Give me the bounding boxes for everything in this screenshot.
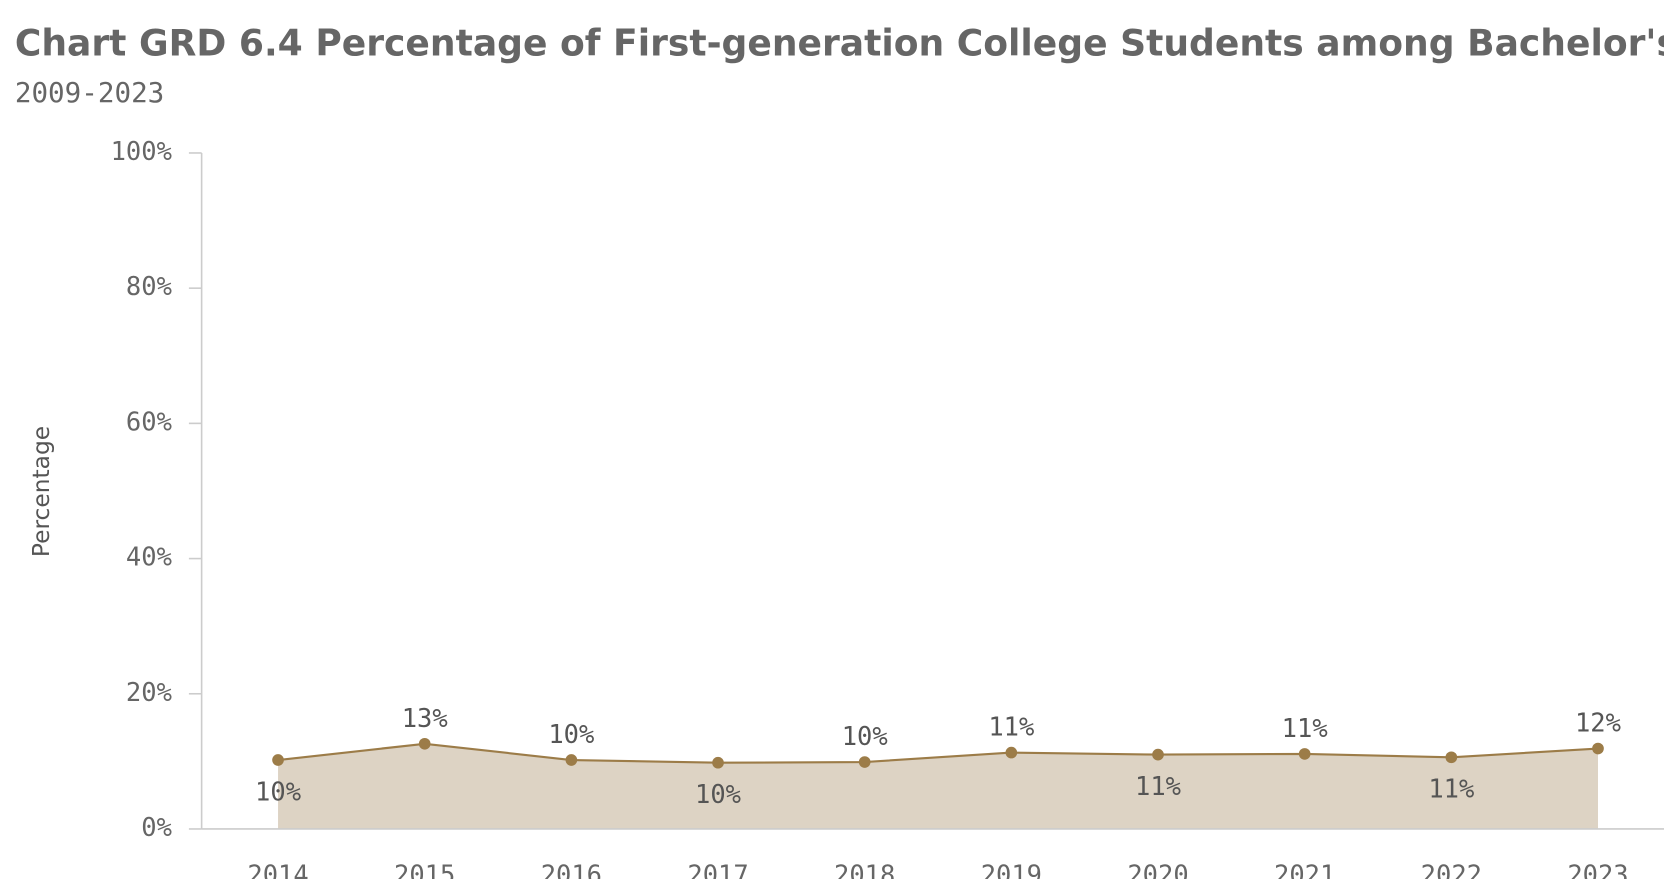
x-tick-label: 2023 [1567,861,1628,879]
point [272,754,284,766]
value-label: 13% [402,704,448,734]
value-label: 11% [1282,714,1328,744]
y-tick-label: 80% [126,272,172,302]
x-tick-label: 2017 [687,861,748,879]
value-label: 12% [1575,709,1621,739]
value-label: 10% [255,777,301,807]
value-label: 11% [1428,775,1474,805]
point [858,756,871,768]
value-label: 10% [842,722,888,752]
y-tick-label: 20% [126,678,172,708]
x-tick-label: 2021 [1274,861,1335,879]
point [418,737,431,750]
point [1445,751,1458,764]
value-label: 11% [1135,772,1181,802]
y-tick-label: 100% [111,137,172,167]
y-tick-label: 40% [126,543,172,573]
point [1592,742,1604,755]
value-label: 10% [695,780,741,810]
point [565,754,578,766]
chart-title: Chart GRD 6.4 Percentage of First-genera… [15,22,1664,64]
y-axis-title: Percentage [27,426,55,557]
point [1298,748,1311,760]
area [278,743,1598,829]
chart-subtitle: 2009-2023 [15,76,164,109]
x-tick-label: 2020 [1127,861,1188,879]
x-tick-label: 2015 [394,861,455,879]
x-tick-label: 2014 [247,861,308,879]
x-tick-label: 2022 [1421,861,1482,879]
y-tick-label: 0% [141,813,172,843]
value-label: 11% [988,713,1034,743]
point [1152,748,1164,761]
point [1005,746,1018,759]
value-label: 10% [548,720,594,750]
line [277,742,1599,764]
point [712,756,724,769]
x-tick-label: 2019 [981,861,1042,879]
y-tick-label: 60% [126,407,172,437]
x-tick-label: 2016 [541,861,602,879]
x-tick-label: 2018 [834,861,895,879]
